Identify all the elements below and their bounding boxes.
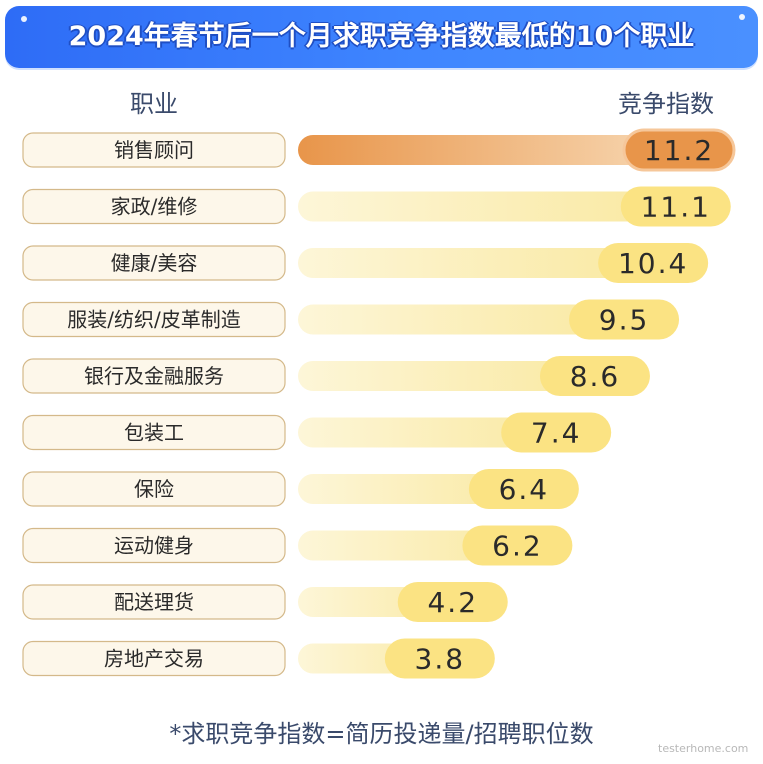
bar-chart: 销售顾问 11.2 家政/维修 11.1 健康/美容 10.4 服装/纺织/皮革制造 9.5 银… xyxy=(22,128,736,679)
category-label: 保险 xyxy=(134,477,174,501)
value-pill xyxy=(539,356,650,396)
category-column-header: 职业 xyxy=(130,90,178,118)
category-label-box xyxy=(22,245,286,281)
data-label: 6.4 xyxy=(499,473,550,506)
value-pill xyxy=(598,243,709,283)
bar xyxy=(298,191,721,222)
chart-title: 2024年春节后一个月求职竞争指数最低的10个职业 xyxy=(68,21,695,52)
bar xyxy=(298,135,724,165)
category-label-box xyxy=(22,301,286,338)
data-label: 11.2 xyxy=(644,134,714,167)
category-label-box xyxy=(22,132,286,168)
value-pill xyxy=(501,412,612,453)
data-label: 8.6 xyxy=(570,360,621,393)
category-label: 运动健身 xyxy=(114,534,194,558)
bar xyxy=(298,248,699,278)
sparkle-dot-1 xyxy=(21,16,27,22)
data-label: 7.4 xyxy=(531,417,582,450)
value-pill xyxy=(468,469,579,509)
category-label-box xyxy=(22,471,286,507)
category-label-box xyxy=(22,584,286,620)
value-pill xyxy=(569,299,680,340)
value-pill xyxy=(384,638,495,679)
data-label: 11.1 xyxy=(641,191,711,224)
data-label: 6.2 xyxy=(492,530,543,563)
sparkle-dot-2 xyxy=(739,14,745,20)
data-label: 3.8 xyxy=(415,643,466,676)
category-label: 销售顾问 xyxy=(114,138,194,162)
category-label: 健康/美容 xyxy=(111,251,198,275)
category-label-box xyxy=(22,358,286,394)
category-label: 房地产交易 xyxy=(104,647,204,671)
category-label-box xyxy=(22,414,286,451)
value-column-header: 竞争指数 xyxy=(618,90,714,118)
formula-footnote: *求职竞争指数=简历投递量/招聘职位数 xyxy=(169,720,594,748)
data-label: 4.2 xyxy=(427,586,478,619)
value-pill xyxy=(620,186,731,227)
value-pill xyxy=(622,128,736,172)
title-banner: 2024年春节后一个月求职竞争指数最低的10个职业 xyxy=(5,6,758,68)
category-label: 服装/纺织/皮革制造 xyxy=(67,308,240,332)
category-label-box xyxy=(22,640,286,677)
data-label: 9.5 xyxy=(599,304,650,337)
category-label-box xyxy=(22,527,286,564)
value-pill xyxy=(397,582,508,622)
category-label-box xyxy=(22,188,286,225)
category-label: 家政/维修 xyxy=(111,195,198,219)
category-label: 包装工 xyxy=(124,421,184,445)
watermark: testerhome.com xyxy=(658,742,749,755)
category-label: 银行及金融服务 xyxy=(84,364,224,388)
category-label: 配送理货 xyxy=(114,590,194,614)
value-pill xyxy=(462,525,573,566)
data-label: 10.4 xyxy=(618,247,688,280)
